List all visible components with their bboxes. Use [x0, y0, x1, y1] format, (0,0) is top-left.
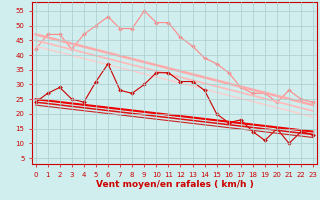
- X-axis label: Vent moyen/en rafales ( km/h ): Vent moyen/en rafales ( km/h ): [96, 180, 253, 189]
